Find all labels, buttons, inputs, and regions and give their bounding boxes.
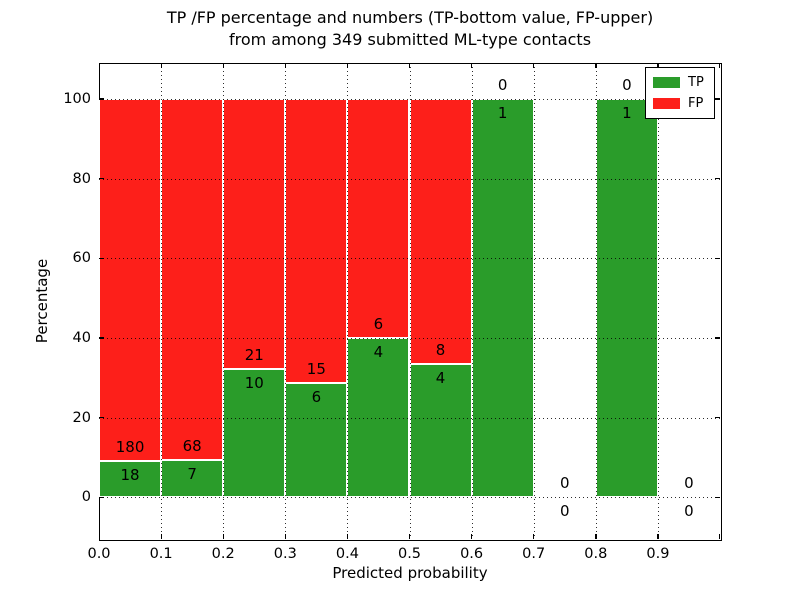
fp-swatch-icon bbox=[653, 98, 680, 109]
y-tick-label: 80 bbox=[72, 170, 91, 187]
x-tick-label: 0.1 bbox=[149, 546, 173, 562]
x-tick-label: 0.6 bbox=[460, 546, 484, 562]
chart-title-line2: from among 349 submitted ML-type contact… bbox=[228, 30, 592, 49]
plot-area bbox=[99, 63, 722, 541]
y-tick-label: 0 bbox=[81, 489, 91, 506]
y-tick-label: 100 bbox=[63, 90, 91, 107]
x-tick-label: 0.5 bbox=[397, 546, 422, 562]
legend-label-tp: TP bbox=[688, 75, 704, 90]
y-tick-label: 60 bbox=[72, 250, 91, 267]
tp-swatch-icon bbox=[653, 77, 680, 88]
legend: TP FP bbox=[645, 67, 715, 119]
legend-label-fp: FP bbox=[688, 96, 704, 111]
x-tick-label: 0.4 bbox=[335, 546, 359, 562]
x-tick-label: 0.3 bbox=[273, 546, 297, 562]
x-tick-label: 0.8 bbox=[584, 546, 608, 562]
chart-title: TP /FP percentage and numbers (TP-bottom… bbox=[99, 7, 721, 51]
x-axis-label: Predicted probability bbox=[332, 564, 488, 582]
x-tick-label: 0.7 bbox=[522, 546, 546, 562]
y-axis-label: Percentage bbox=[33, 258, 51, 344]
x-tick-label: 0.2 bbox=[211, 546, 235, 562]
x-tick-label: 0.9 bbox=[646, 546, 670, 562]
x-tick-label: 0.0 bbox=[87, 546, 111, 562]
legend-item-tp: TP bbox=[653, 74, 707, 91]
y-tick-label: 20 bbox=[72, 409, 91, 426]
y-tick-label: 40 bbox=[72, 329, 91, 346]
chart-title-line1: TP /FP percentage and numbers (TP-bottom… bbox=[166, 8, 654, 27]
legend-item-fp: FP bbox=[653, 95, 707, 112]
